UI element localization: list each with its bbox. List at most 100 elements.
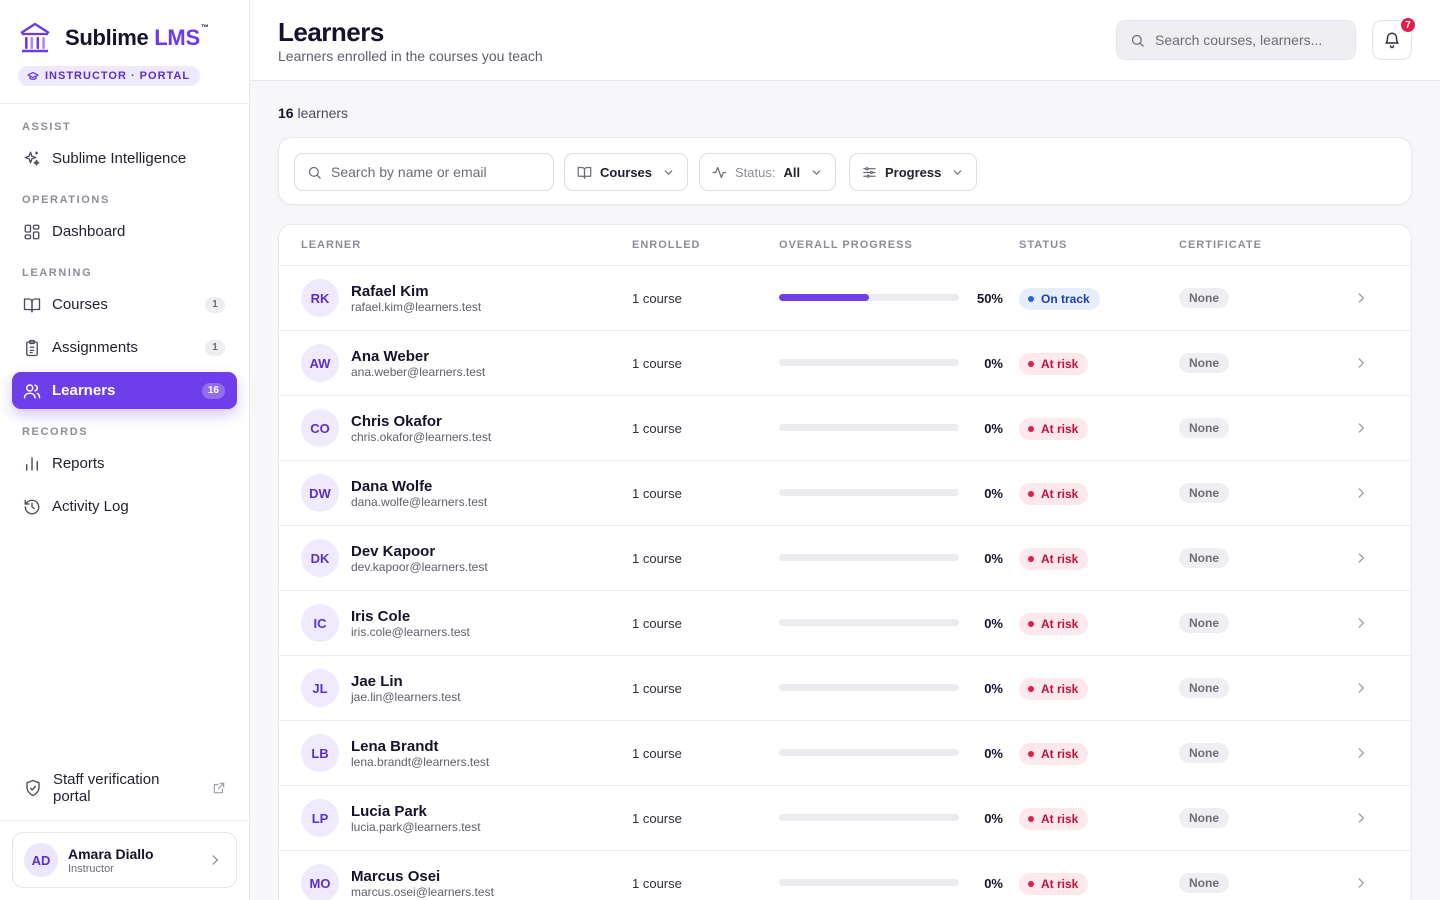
- chevron-right-icon[interactable]: [1354, 876, 1368, 890]
- table-row[interactable]: IC Iris Cole iris.cole@learners.test 1 cour…: [279, 591, 1411, 656]
- progress-percent: 0%: [984, 551, 1003, 566]
- sidebar-item-activity-log[interactable]: Activity Log: [12, 488, 237, 525]
- nav-section-records: RECORDS: [22, 426, 89, 438]
- assignments-count-badge: 1: [205, 339, 225, 356]
- table-row[interactable]: MO Marcus Osei marcus.osei@learners.test 1 …: [279, 851, 1411, 900]
- learner-email: lucia.park@learners.test: [351, 820, 481, 834]
- progress-filter-button[interactable]: Progress: [849, 153, 978, 191]
- learner-name: Ana Weber: [351, 348, 430, 365]
- shield-check-icon: [24, 779, 42, 797]
- sidebar-item-courses[interactable]: Courses 1: [12, 286, 237, 323]
- learners-count-badge: 16: [201, 382, 225, 399]
- brand-name: Sublime LMS: [65, 25, 200, 50]
- search-icon: [308, 166, 321, 179]
- chevron-right-icon[interactable]: [1354, 616, 1368, 630]
- column-header-enrolled: ENROLLED: [632, 239, 701, 251]
- progress-bar: [779, 359, 959, 366]
- brand-header: Sublime LMS ™ INSTRUCTOR · PORTAL: [0, 0, 249, 104]
- sidebar-item-reports[interactable]: Reports: [12, 445, 237, 482]
- chevron-right-icon[interactable]: [1354, 551, 1368, 565]
- chevron-right-icon: [208, 853, 222, 872]
- graduation-cap-icon: [27, 71, 39, 80]
- chevron-right-icon[interactable]: [1354, 811, 1368, 825]
- status-dot: [1028, 621, 1034, 627]
- status-label: At risk: [1041, 487, 1079, 501]
- column-header-progress: OVERALL PROGRESS: [779, 239, 913, 251]
- sidebar-item-label: Courses: [52, 296, 108, 313]
- table-row[interactable]: DW Dana Wolfe dana.wolfe@learners.test 1 co…: [279, 461, 1411, 526]
- progress-bar: [779, 294, 959, 301]
- learner-email: rafael.kim@learners.test: [351, 300, 482, 314]
- enrolled-count: 1 course: [632, 681, 682, 696]
- brand-logo-link[interactable]: Sublime LMS ™: [18, 20, 231, 56]
- certificate-badge: None: [1179, 743, 1229, 763]
- progress-percent: 0%: [984, 811, 1003, 826]
- trademark-symbol: ™: [200, 22, 209, 32]
- status-badge: At risk: [1019, 483, 1089, 505]
- table-row[interactable]: JL Jae Lin jae.lin@learners.test 1 course 0%…: [279, 656, 1411, 721]
- enrolled-count: 1 course: [632, 616, 682, 631]
- staff-verification-link[interactable]: Staff verification portal: [12, 764, 238, 812]
- book-icon: [577, 165, 592, 180]
- main-content: 16 learners Courses Status: All Progress…: [250, 81, 1440, 900]
- status-label: At risk: [1041, 422, 1079, 436]
- learner-email: dana.wolfe@learners.test: [351, 495, 488, 509]
- learner-name: Iris Cole: [351, 608, 411, 625]
- enrolled-count: 1 course: [632, 291, 682, 306]
- nav-section-operations: OPERATIONS: [22, 194, 110, 206]
- learner-avatar: CO: [301, 409, 339, 447]
- table-row[interactable]: DK Dev Kapoor dev.kapoor@learners.test 1 co…: [279, 526, 1411, 591]
- enrolled-count: 1 course: [632, 486, 682, 501]
- progress-bar: [779, 814, 959, 821]
- global-search[interactable]: [1116, 20, 1356, 60]
- chevron-right-icon[interactable]: [1354, 356, 1368, 370]
- courses-filter-button[interactable]: Courses: [564, 153, 689, 191]
- chevron-right-icon[interactable]: [1354, 486, 1368, 500]
- learner-avatar: DK: [301, 539, 339, 577]
- table-row[interactable]: CO Chris Okafor chris.okafor@learners.test…: [279, 396, 1411, 461]
- progress-bar: [779, 749, 959, 756]
- enrolled-count: 1 course: [632, 746, 682, 761]
- progress-percent: 0%: [984, 486, 1003, 501]
- status-badge: At risk: [1019, 418, 1089, 440]
- progress-percent: 0%: [984, 746, 1003, 761]
- top-header: Learners Learners enrolled in the course…: [250, 0, 1440, 81]
- nav-section-learning: LEARNING: [22, 267, 93, 279]
- sidebar-item-dashboard[interactable]: Dashboard: [12, 213, 237, 250]
- learner-search[interactable]: [294, 153, 554, 191]
- table-row[interactable]: RK Rafael Kim rafael.kim@learners.test 1 co…: [279, 266, 1411, 331]
- sidebar-item-assignments[interactable]: Assignments 1: [12, 329, 237, 366]
- status-dot: [1028, 686, 1034, 692]
- user-info: Amara Diallo Instructor: [68, 846, 154, 875]
- status-dot: [1028, 881, 1034, 887]
- enrolled-count: 1 course: [632, 811, 682, 826]
- enrolled-count: 1 course: [632, 356, 682, 371]
- status-filter-button[interactable]: Status: All: [699, 153, 837, 191]
- user-profile-card[interactable]: AD Amara Diallo Instructor: [12, 832, 237, 888]
- sidebar-item-learners[interactable]: Learners 16: [12, 372, 237, 409]
- progress-percent: 50%: [976, 291, 1003, 306]
- learner-avatar: AW: [301, 344, 339, 382]
- chevron-right-icon[interactable]: [1354, 746, 1368, 760]
- table-row[interactable]: AW Ana Weber ana.weber@learners.test 1 cour…: [279, 331, 1411, 396]
- portal-badge-label: INSTRUCTOR · PORTAL: [45, 70, 191, 82]
- learner-email: iris.cole@learners.test: [351, 625, 470, 639]
- chevron-right-icon[interactable]: [1354, 681, 1368, 695]
- certificate-badge: None: [1179, 288, 1229, 308]
- chevron-right-icon[interactable]: [1354, 291, 1368, 305]
- chevron-down-icon: [951, 166, 964, 179]
- table-row[interactable]: LP Lucia Park lucia.park@learners.test 1 co…: [279, 786, 1411, 851]
- progress-percent: 0%: [984, 876, 1003, 891]
- global-search-input[interactable]: [1155, 32, 1345, 48]
- column-header-certificate: CERTIFICATE: [1179, 239, 1262, 251]
- status-label: At risk: [1041, 812, 1079, 826]
- learner-email: dev.kapoor@learners.test: [351, 560, 488, 574]
- chevron-right-icon[interactable]: [1354, 421, 1368, 435]
- table-row[interactable]: LB Lena Brandt lena.brandt@learners.test 1 …: [279, 721, 1411, 786]
- learner-email: jae.lin@learners.test: [351, 690, 461, 704]
- bell-icon: [1385, 32, 1399, 49]
- notifications-button[interactable]: 7: [1372, 16, 1417, 60]
- learner-search-input[interactable]: [331, 164, 551, 180]
- learners-table: LEARNER ENROLLED OVERALL PROGRESS STATUS…: [278, 224, 1412, 900]
- sidebar-item-sublime-intelligence[interactable]: Sublime Intelligence: [12, 140, 237, 177]
